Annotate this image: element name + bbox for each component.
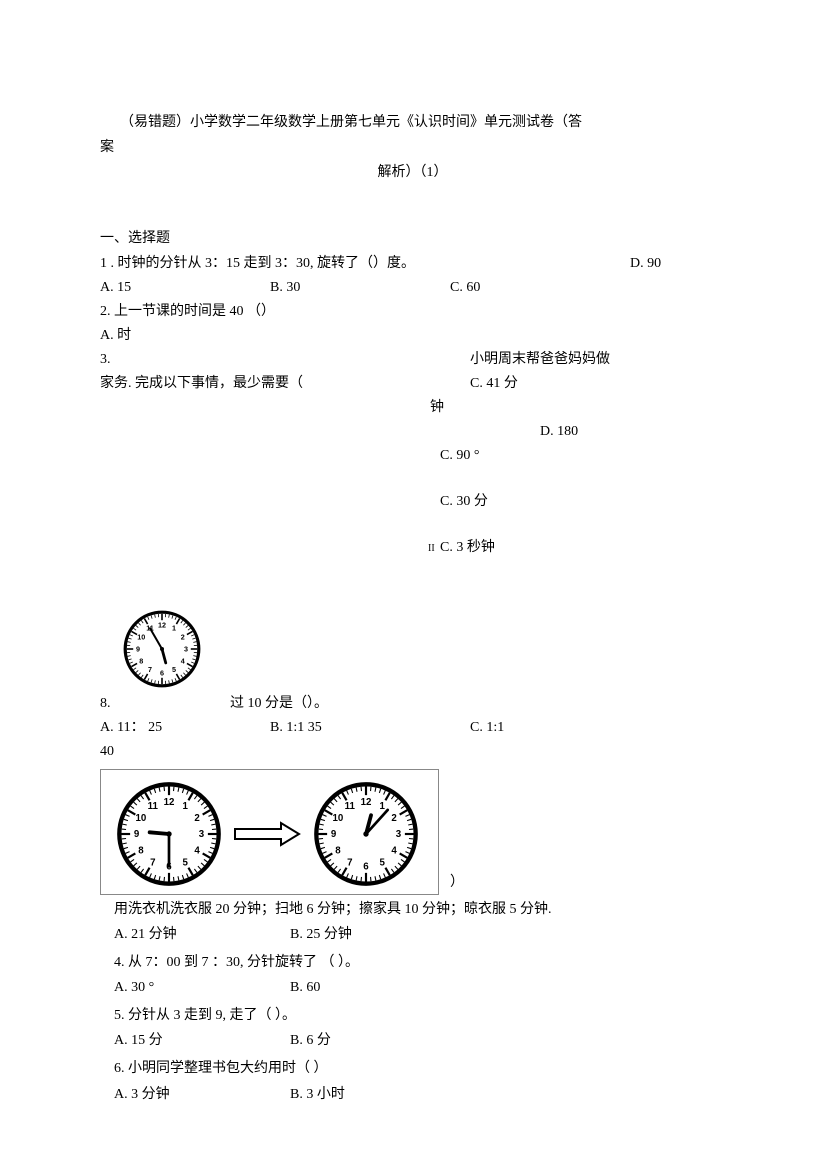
q2-text: 2. 上一节课的时间是 40 （） [100,304,275,319]
svg-text:12: 12 [164,797,175,808]
section-1-heading: 一、选择题 [100,226,725,251]
svg-text:2: 2 [391,813,397,824]
svg-text:7: 7 [150,857,155,868]
svg-text:3: 3 [396,829,402,840]
q5-text: 5. 分针从 3 走到 9, 走了（ ）。 [100,1003,725,1028]
q8-number: 8. [100,696,111,711]
q6-option-b: B. 3 小时 [290,1082,345,1107]
opt-b25: B. 25 分钟 [290,922,352,947]
svg-text:12: 12 [361,797,372,808]
svg-text:2: 2 [181,632,185,641]
svg-text:1: 1 [379,801,385,812]
arrow-icon [233,819,303,849]
svg-text:3: 3 [199,829,205,840]
q3-option-c3s: C. 3 秒钟 [440,535,495,560]
svg-text:9: 9 [134,829,140,840]
q1-option-d: D. 90 [630,251,661,276]
q3-option-d180: D. 180 [540,419,578,444]
q2-option-a: A. 时 [100,328,131,343]
svg-text:11: 11 [148,801,159,812]
opt-a21: A. 21 分钟 [114,922,177,947]
svg-text:4: 4 [391,845,397,856]
q1-option-a: A. 15 [100,275,131,300]
svg-text:7: 7 [347,857,352,868]
svg-text:12: 12 [158,620,166,629]
q3-right-text: 小明周末帮爸爸妈妈做 [470,347,610,372]
svg-text:5: 5 [379,857,385,868]
q6-option-a: A. 3 分钟 [114,1082,170,1107]
svg-text:4: 4 [181,656,185,665]
svg-text:10: 10 [137,632,145,641]
q5-option-b: B. 6 分 [290,1028,331,1053]
svg-text:9: 9 [331,829,337,840]
q4-text: 4. 从 7：00 到 7 ：30, 分针旋转了 （ ）。 [100,950,725,975]
q5-option-a: A. 15 分 [114,1028,163,1053]
clock-right: 12 12 3 45678 9 1011 [312,780,420,888]
svg-text:10: 10 [333,813,344,824]
svg-text:8: 8 [138,845,144,856]
svg-text:6: 6 [160,668,164,677]
svg-text:4: 4 [194,845,200,856]
svg-text:5: 5 [182,857,188,868]
svg-text:2: 2 [194,813,200,824]
svg-text:1: 1 [182,801,188,812]
chores-text: 用洗衣机洗衣服 20 分钟；扫地 6 分钟；擦家具 10 分钟；晾衣服 5 分钟… [100,897,725,922]
q4-option-b: B. 60 [290,975,320,1000]
close-paren: ） [450,870,464,895]
title-line3: 解析）（1） [100,160,725,185]
q8-option-b: B. 1:1 35 [270,715,322,740]
title-line1: （易错题）小学数学二年级数学上册第七单元《认识时间》单元测试卷（答 [100,110,725,135]
q8-option-c: C. 1:1 [470,715,504,740]
q3-number: 3. [100,352,111,367]
q6-text: 6. 小明同学整理书包大约用时（ ） [100,1056,725,1081]
svg-text:10: 10 [136,813,147,824]
svg-text:8: 8 [139,656,143,665]
svg-text:3: 3 [184,644,188,653]
q8-option-a1: A. 11： 25 [100,715,162,740]
svg-text:11: 11 [345,801,356,812]
title-line2: 案 [100,135,725,160]
svg-text:1: 1 [172,623,176,632]
q1-option-c: C. 60 [450,275,480,300]
svg-text:8: 8 [335,845,341,856]
clock-pair-box: 121234567891011 121234567891011 [100,769,439,895]
q1-text: 1 . 时钟的分针从 3：15 走到 3：30, 旋转了（）度。 [100,256,415,271]
clock-image-1: 121234567891011 [122,609,202,689]
q3-text2: 家务. 完成以下事情，最少需要（ [100,376,303,391]
q8-suffix: 过 10 分是（）。 [230,691,328,716]
q3-option-c90: C. 90 ° [440,443,479,468]
q1-option-b: B. 30 [270,275,300,300]
q3-zhong: 钟 [430,395,444,420]
q3-option-c41: C. 41 分 [470,371,518,396]
q3-ii-prefix: II [428,540,435,558]
q8-option-a2: 40 [100,744,114,759]
svg-text:9: 9 [136,644,140,653]
q4-option-a: A. 30 ° [114,975,154,1000]
svg-text:7: 7 [148,665,152,674]
svg-text:5: 5 [172,665,176,674]
svg-text:6: 6 [363,861,369,872]
clock-left: 121234567891011 [115,780,223,888]
q3-option-c30: C. 30 分 [440,489,488,514]
